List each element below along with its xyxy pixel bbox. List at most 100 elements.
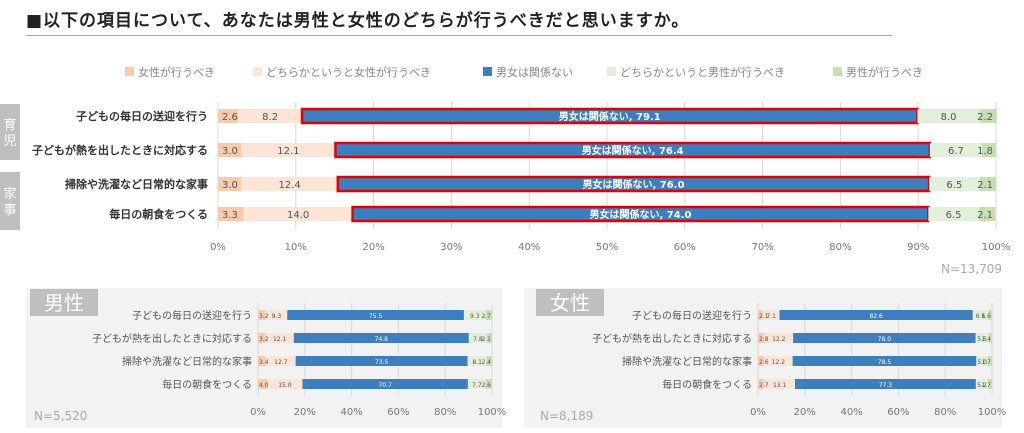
bar-segment [758,379,765,389]
bar-segment [258,379,268,389]
bar-segment [972,310,989,320]
bar-value-label: 2.2 [977,112,993,123]
page-title: ■以下の項目について、あなたは男性と女性のどちらが行うべきだと思いますか。 [26,11,690,31]
bar-segment [218,207,244,221]
x-tick-label: 50% [596,242,618,253]
bar-value-label: 2.1 [481,336,491,343]
bar-value-label: 2.8 [759,336,769,343]
bar-value-label: 1.7 [981,382,991,389]
bar-value-label: 78.5 [878,359,892,366]
bar-value-label: 2.6 [759,359,769,366]
bar-segment [929,177,980,191]
x-tick-label: 20% [794,407,816,418]
bar-value-label: 7.7 [472,382,482,389]
legend-label: どちらかというと男性が行うべき [620,65,785,79]
x-tick-label: 20% [362,242,384,253]
bar-value-label: 2.7 [759,382,769,389]
bar-value-label: 8.1 [472,359,482,366]
bar-segment [265,356,296,366]
bar-segment [241,177,338,191]
bar-segment [295,356,468,366]
bar-segment [764,379,795,389]
bar-segment [218,109,239,123]
bar-segment [287,310,464,320]
x-tick-label: 60% [387,407,409,418]
x-tick-label: 20% [294,407,316,418]
group-label-bg [0,104,20,160]
bar-segment [258,310,266,320]
bar-value-label: 1.6 [981,313,991,320]
x-tick-label: 60% [674,242,696,253]
bar-value-label: 5.5 [977,336,987,343]
bar-segment [258,356,266,366]
bar-value-label: 77.3 [879,382,893,389]
bar-value-label: 6.7 [948,146,964,157]
x-tick-label: 0% [250,407,266,418]
n-label: N=13,709 [941,262,1002,276]
bar-value-label: 8.2 [262,112,278,123]
bar-value-label: 74.8 [375,336,389,343]
bar-segment [351,205,930,223]
bar-value-label: 2.1 [977,210,993,221]
legend-label: どちらかというと女性が行うべき [266,65,431,79]
panel-title-bg [536,289,604,316]
bar-segment [238,109,303,123]
bar-segment [758,356,765,366]
legend-label: 男性が行うべき [846,65,923,79]
bar-value-label: 12.7 [274,359,288,366]
bar-segment [794,379,976,389]
x-tick-label: 90% [907,242,929,253]
category-label: 毎日の朝食をつくる [109,207,208,221]
bar-segment [793,333,976,343]
panel-title: 女性 [550,291,590,315]
bar-segment [979,109,997,123]
bar-segment [218,177,242,191]
bar-value-label: 82.6 [869,313,883,320]
bar-value-label: 75.5 [369,313,383,320]
bar-value-label: 7.1 [766,313,776,320]
bar-segment [467,356,487,366]
bar-segment [241,143,336,157]
bar-value-label: 2.6 [481,382,491,389]
bar-value-label: 12.1 [273,336,287,343]
bar-value-label: 3.4 [259,359,269,366]
bar-segment [764,356,793,366]
bar-data-label: 男女は関係ない, 74.0 [589,208,691,221]
x-tick-label: 100% [978,407,1007,418]
x-tick-label: 30% [440,242,462,253]
bar-value-label: 14.0 [287,210,309,221]
bar-segment [293,333,469,343]
bar-segment [764,333,794,343]
bar-value-label: 6.5 [946,180,962,191]
category-label: 子どもが熱を出したときに対応する [32,143,208,157]
legend-label: 女性が行うべき [138,65,215,79]
bar-value-label: 6.6 [976,313,986,320]
bar-value-label: 2.1 [977,180,993,191]
bar-value-label: 78.0 [878,336,892,343]
x-tick-label: 80% [829,242,851,253]
bar-value-label: 70.7 [378,382,392,389]
bar-value-label: 3.2 [259,313,269,320]
bar-value-label: 2.1 [759,313,769,320]
bar-segment [468,333,488,343]
bar-segment [486,356,493,366]
category-label: 子どもが熱を出したときに対応する [592,332,752,345]
category-label: 掃除や洗濯など日常的な家事 [122,355,252,368]
x-tick-label: 0% [750,407,766,418]
bar-value-label: 3.2 [259,336,269,343]
bar-value-label: 15.0 [278,382,292,389]
category-label: 掃除や洗濯など日常的な家事 [622,355,752,368]
bar-value-label: 73.5 [375,359,389,366]
bar-value-label: 12.2 [772,359,786,366]
x-tick-label: 100% [478,407,507,418]
bar-value-label: 12.4 [278,180,300,191]
category-label: 子どもの毎日の送迎を行う [632,309,752,322]
bar-segment [485,379,492,389]
bar-value-label: 2.7 [481,313,491,320]
group-label: 事 [3,203,16,218]
legend-label: 男女は関係ない [496,65,573,79]
x-tick-label: 40% [840,407,862,418]
title-divider [26,35,892,36]
bar-segment [928,207,979,221]
